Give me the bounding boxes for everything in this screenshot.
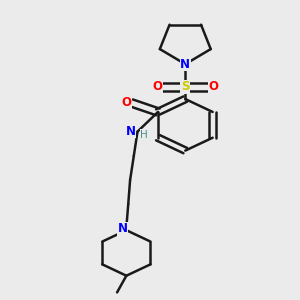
Text: O: O: [122, 96, 132, 109]
Text: O: O: [208, 80, 218, 93]
Text: O: O: [152, 80, 162, 93]
Text: N: N: [180, 58, 190, 71]
Text: H: H: [140, 130, 148, 140]
Text: N: N: [118, 222, 128, 235]
Text: S: S: [181, 80, 190, 93]
Text: N: N: [126, 124, 136, 137]
